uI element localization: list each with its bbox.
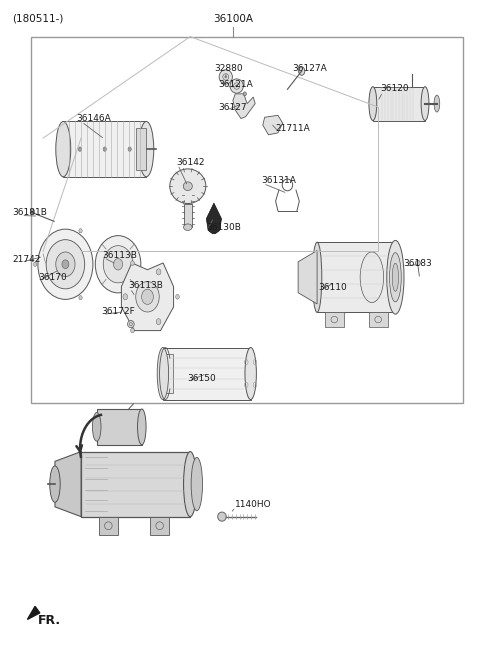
- Bar: [136, 128, 146, 170]
- Ellipse shape: [34, 262, 37, 266]
- Polygon shape: [121, 263, 174, 331]
- Ellipse shape: [136, 281, 159, 312]
- Text: 36150: 36150: [187, 375, 216, 383]
- Ellipse shape: [123, 294, 128, 300]
- Text: 32880: 32880: [214, 64, 242, 73]
- Ellipse shape: [191, 457, 203, 511]
- Ellipse shape: [156, 269, 161, 275]
- Ellipse shape: [387, 240, 404, 314]
- Ellipse shape: [392, 263, 398, 291]
- Text: 36183: 36183: [404, 259, 432, 268]
- Bar: [81, 451, 190, 517]
- Text: 36121A: 36121A: [219, 79, 253, 89]
- Text: 36170: 36170: [38, 274, 67, 283]
- Ellipse shape: [176, 295, 180, 299]
- Polygon shape: [27, 606, 40, 619]
- Ellipse shape: [157, 348, 168, 400]
- Text: 36172F: 36172F: [101, 307, 135, 316]
- Ellipse shape: [50, 466, 60, 502]
- Text: 36113B: 36113B: [129, 281, 163, 290]
- Bar: [63, 121, 146, 176]
- Ellipse shape: [156, 319, 161, 325]
- Ellipse shape: [236, 85, 238, 87]
- Ellipse shape: [79, 229, 82, 233]
- Text: 36110: 36110: [318, 283, 347, 292]
- Ellipse shape: [243, 92, 246, 96]
- Ellipse shape: [56, 121, 71, 176]
- Ellipse shape: [142, 289, 153, 304]
- Text: 36131A: 36131A: [261, 176, 296, 185]
- Ellipse shape: [421, 87, 429, 121]
- Ellipse shape: [245, 348, 256, 400]
- Bar: [183, 203, 192, 227]
- Ellipse shape: [131, 260, 134, 266]
- Text: 36127A: 36127A: [292, 64, 327, 73]
- Polygon shape: [298, 251, 317, 304]
- Bar: [325, 312, 344, 327]
- Text: 36181B: 36181B: [12, 209, 47, 217]
- Ellipse shape: [56, 252, 75, 277]
- Ellipse shape: [416, 260, 420, 266]
- Ellipse shape: [137, 409, 146, 445]
- Ellipse shape: [31, 210, 35, 213]
- Text: 21711A: 21711A: [276, 124, 311, 133]
- Ellipse shape: [170, 169, 206, 203]
- Ellipse shape: [46, 239, 84, 289]
- Ellipse shape: [230, 79, 243, 93]
- Text: 36146A: 36146A: [76, 114, 111, 123]
- Ellipse shape: [434, 95, 440, 112]
- Ellipse shape: [103, 147, 107, 152]
- Ellipse shape: [389, 253, 401, 302]
- Ellipse shape: [218, 512, 226, 521]
- Ellipse shape: [128, 321, 134, 328]
- Polygon shape: [206, 203, 221, 234]
- Ellipse shape: [113, 258, 122, 270]
- Ellipse shape: [131, 328, 134, 333]
- Text: 36127: 36127: [219, 103, 247, 112]
- Bar: [150, 517, 169, 535]
- Text: 1140HO: 1140HO: [235, 500, 272, 509]
- Ellipse shape: [128, 147, 132, 152]
- Text: 36113B: 36113B: [102, 251, 137, 260]
- Ellipse shape: [78, 147, 82, 152]
- Polygon shape: [55, 451, 81, 517]
- Ellipse shape: [139, 121, 154, 176]
- Ellipse shape: [225, 76, 227, 78]
- Ellipse shape: [103, 245, 133, 283]
- Ellipse shape: [183, 224, 192, 230]
- Text: 36100A: 36100A: [213, 14, 253, 24]
- Ellipse shape: [38, 229, 93, 299]
- Ellipse shape: [369, 87, 377, 121]
- Text: FR.: FR.: [38, 614, 61, 627]
- Ellipse shape: [299, 67, 305, 75]
- Ellipse shape: [96, 236, 141, 293]
- Bar: [373, 87, 425, 121]
- Text: 36130B: 36130B: [206, 223, 240, 232]
- Ellipse shape: [312, 242, 322, 312]
- Polygon shape: [263, 115, 283, 135]
- Text: 36142: 36142: [176, 157, 204, 167]
- Bar: [163, 354, 173, 394]
- Ellipse shape: [360, 252, 384, 302]
- Ellipse shape: [183, 182, 192, 190]
- Text: (180511-): (180511-): [12, 14, 64, 24]
- Polygon shape: [233, 94, 255, 119]
- Ellipse shape: [93, 413, 101, 441]
- Bar: [31, 37, 463, 403]
- Bar: [369, 312, 388, 327]
- Ellipse shape: [79, 296, 82, 300]
- Ellipse shape: [219, 70, 232, 84]
- Ellipse shape: [183, 451, 197, 517]
- Bar: [317, 242, 396, 312]
- Bar: [163, 348, 251, 400]
- Text: 36120: 36120: [380, 83, 408, 92]
- Bar: [96, 409, 142, 445]
- Ellipse shape: [62, 260, 69, 269]
- Text: 21742: 21742: [12, 255, 41, 264]
- Bar: [99, 517, 118, 535]
